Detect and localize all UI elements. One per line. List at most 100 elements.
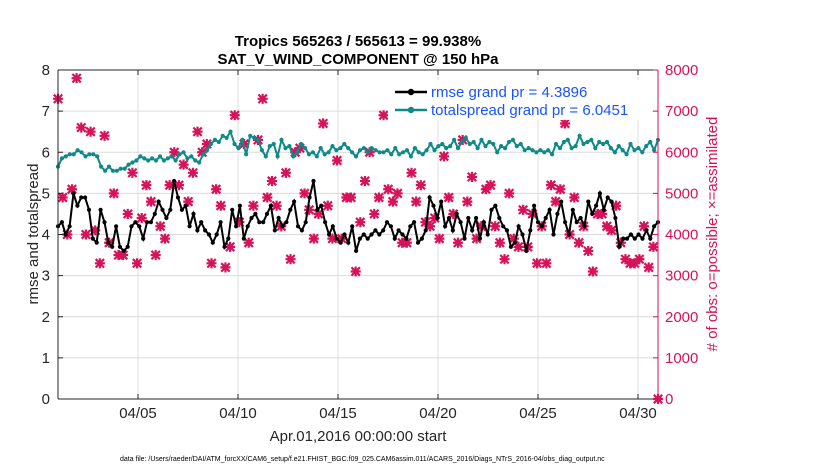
rmse-point [373, 228, 378, 233]
totalspread-point [322, 152, 327, 157]
totalspread-point [118, 166, 123, 171]
rmse-point [214, 232, 219, 237]
obs-count-marker [225, 241, 236, 252]
rmse-point [559, 199, 564, 204]
totalspread-point [334, 148, 339, 153]
obs-count-marker [327, 233, 338, 244]
rmse-point [466, 215, 471, 221]
legend-spread-label: totalspread grand pr = 6.0451 [431, 102, 628, 119]
totalspread-point [585, 139, 590, 145]
rmse-point [299, 228, 304, 233]
totalspread-point [197, 160, 202, 165]
totalspread-point [189, 154, 194, 159]
totalspread-point [404, 148, 410, 153]
obs-count-marker [206, 258, 217, 269]
obs-count-marker [141, 180, 152, 191]
obs-count-marker [136, 213, 147, 224]
totalspread-point [263, 154, 268, 159]
obs-count-marker [550, 196, 561, 207]
rmse-point [268, 203, 273, 208]
totalspread-point [314, 154, 319, 159]
rmse-point [137, 224, 142, 229]
rmse-point [272, 228, 277, 233]
chart-title-line2: SAT_V_WIND_COMPONENT @ 150 hPa [217, 51, 499, 68]
totalspread-point [95, 154, 100, 159]
obs-count-marker [304, 204, 315, 215]
obs-count-marker [541, 258, 552, 269]
rmse-point [160, 207, 165, 212]
y-right-tick-label: 6000 [665, 144, 698, 161]
rmse-point [493, 203, 498, 208]
totalspread-point [632, 148, 637, 153]
rmse-point [148, 220, 153, 225]
rmse-point [512, 240, 517, 245]
totalspread-point [365, 150, 370, 155]
totalspread-point [59, 156, 64, 161]
obs-count-marker [490, 221, 501, 232]
rmse-point [555, 211, 560, 216]
totalspread-point [499, 144, 504, 149]
rmse-point [129, 224, 134, 229]
obs-count-marker [90, 225, 101, 236]
totalspread-point [475, 146, 480, 151]
rmse-point [605, 195, 610, 200]
rmse-point [288, 207, 293, 212]
rmse-point [547, 207, 552, 212]
obs-count-marker [369, 208, 380, 219]
totalspread-point [408, 154, 413, 159]
totalspread-point [479, 137, 484, 142]
rmse-point [590, 211, 595, 216]
rmse-point [384, 220, 390, 225]
rmse-point [245, 224, 250, 229]
totalspread-point [385, 148, 390, 153]
obs-count-marker [257, 93, 268, 104]
rmse-point [377, 232, 382, 237]
rmse-point [156, 199, 161, 204]
x-tick-label: 04/15 [319, 405, 357, 422]
rmse-point [292, 199, 297, 204]
rmse-point [133, 220, 138, 225]
rmse-point [295, 224, 301, 229]
rmse-point [489, 207, 494, 212]
totalspread-point [620, 148, 625, 153]
rmse-point [609, 199, 614, 204]
rmse-point [144, 220, 150, 225]
rmse-point [419, 236, 424, 241]
y-left-tick-label: 1 [42, 350, 50, 367]
rmse-point [392, 236, 397, 241]
obs-count-marker [494, 237, 505, 248]
rmse-point [574, 220, 579, 225]
obs-count-marker [569, 192, 580, 203]
totalspread-point [491, 141, 496, 147]
totalspread-point [373, 148, 378, 153]
obs-count-marker [480, 184, 491, 195]
totalspread-point [581, 141, 586, 147]
x-tick-label: 04/25 [519, 405, 557, 422]
obs-count-marker [178, 159, 189, 170]
rmse-point [261, 220, 266, 225]
obs-count-marker [573, 237, 584, 248]
y-right-tick-label: 3000 [665, 268, 698, 285]
totalspread-point [608, 146, 614, 151]
rmse-point [284, 220, 289, 225]
rmse-point [524, 248, 529, 253]
obs-count-marker [504, 188, 515, 199]
rmse-point [443, 224, 448, 229]
rmse-point [462, 236, 467, 241]
rmse-point [218, 220, 223, 225]
obs-count-marker [159, 233, 171, 244]
obs-count-marker [606, 225, 617, 236]
totalspread-point [487, 139, 492, 145]
obs-count-marker [285, 254, 296, 265]
obs-count-marker [229, 110, 240, 121]
rmse-point [249, 215, 254, 221]
totalspread-point [448, 144, 453, 149]
obs-count-marker [415, 180, 426, 191]
totalspread-point [561, 139, 567, 145]
y-right-tick-label: 2000 [665, 309, 698, 326]
totalspread-point [287, 144, 292, 149]
obs-count-marker [532, 258, 543, 269]
totalspread-point [236, 146, 241, 151]
obs-count-marker [271, 200, 282, 211]
totalspread-point [201, 152, 206, 157]
